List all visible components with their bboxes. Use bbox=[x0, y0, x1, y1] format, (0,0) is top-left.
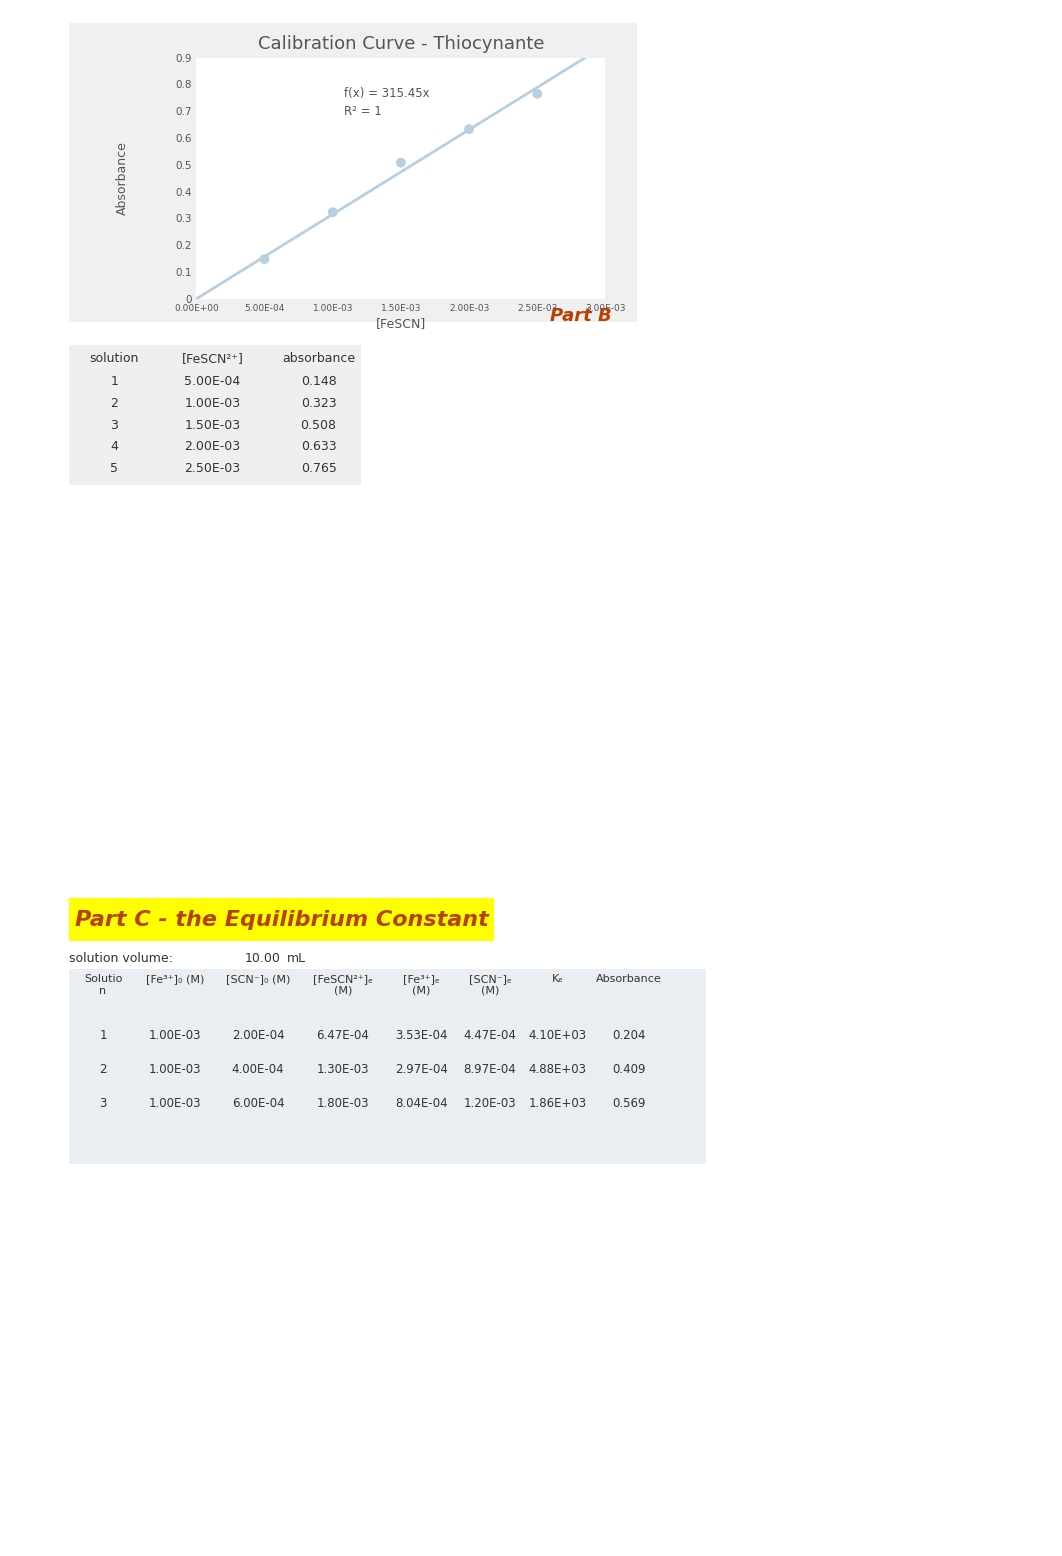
Text: 0.633: 0.633 bbox=[301, 440, 337, 453]
Text: 1.00E-03: 1.00E-03 bbox=[185, 397, 240, 409]
Point bbox=[324, 199, 341, 224]
Text: 2.50E-03: 2.50E-03 bbox=[185, 462, 240, 475]
Text: 1.00E-03: 1.00E-03 bbox=[149, 1063, 202, 1075]
Point bbox=[256, 247, 273, 272]
Text: 6.47E-04: 6.47E-04 bbox=[316, 1029, 370, 1041]
Text: 3: 3 bbox=[100, 1097, 106, 1109]
Text: 4: 4 bbox=[110, 440, 118, 453]
Text: 5.00E-04: 5.00E-04 bbox=[185, 375, 240, 387]
Text: 1.50E-03: 1.50E-03 bbox=[185, 419, 240, 431]
Point bbox=[392, 151, 409, 176]
Text: 8.97E-04: 8.97E-04 bbox=[464, 1063, 516, 1075]
Text: 5: 5 bbox=[110, 462, 118, 475]
Text: Kₑ: Kₑ bbox=[551, 974, 564, 983]
Text: absorbance: absorbance bbox=[282, 352, 355, 364]
Text: 1.20E-03: 1.20E-03 bbox=[464, 1097, 516, 1109]
Point bbox=[529, 81, 546, 106]
Text: 8.04E-04: 8.04E-04 bbox=[395, 1097, 447, 1109]
Text: f(x) = 315.45x
R² = 1: f(x) = 315.45x R² = 1 bbox=[344, 87, 429, 118]
Text: 6.00E-04: 6.00E-04 bbox=[232, 1097, 285, 1109]
Text: 0.204: 0.204 bbox=[612, 1029, 646, 1041]
Text: [SCN⁻]₀ (M): [SCN⁻]₀ (M) bbox=[226, 974, 290, 983]
Text: 4.00E-04: 4.00E-04 bbox=[232, 1063, 285, 1075]
Text: 3.53E-04: 3.53E-04 bbox=[395, 1029, 447, 1041]
Text: Solutio
n: Solutio n bbox=[84, 974, 122, 996]
Text: 0.148: 0.148 bbox=[301, 375, 337, 387]
Text: 2.00E-03: 2.00E-03 bbox=[185, 440, 240, 453]
Text: Absorbance: Absorbance bbox=[596, 974, 662, 983]
Text: 0.765: 0.765 bbox=[301, 462, 337, 475]
Text: 0.409: 0.409 bbox=[612, 1063, 646, 1075]
Text: 0.569: 0.569 bbox=[612, 1097, 646, 1109]
Text: 3: 3 bbox=[110, 419, 118, 431]
Text: [SCN⁻]ₑ
(M): [SCN⁻]ₑ (M) bbox=[468, 974, 512, 996]
Text: 4.47E-04: 4.47E-04 bbox=[464, 1029, 516, 1041]
Text: Absorbance: Absorbance bbox=[116, 142, 129, 215]
X-axis label: [FeSCN]: [FeSCN] bbox=[376, 317, 426, 330]
Text: 2: 2 bbox=[99, 1063, 107, 1075]
Text: 0.323: 0.323 bbox=[301, 397, 337, 409]
Text: 2.97E-04: 2.97E-04 bbox=[395, 1063, 447, 1075]
Text: solution volume:: solution volume: bbox=[69, 952, 173, 965]
Point bbox=[461, 117, 478, 142]
Text: [FeSCN²⁺]ₑ
(M): [FeSCN²⁺]ₑ (M) bbox=[313, 974, 373, 996]
Text: 1.86E+03: 1.86E+03 bbox=[529, 1097, 586, 1109]
Text: [FeSCN²⁺]: [FeSCN²⁺] bbox=[182, 352, 243, 364]
Text: 1.00E-03: 1.00E-03 bbox=[149, 1029, 202, 1041]
Text: 1.30E-03: 1.30E-03 bbox=[316, 1063, 370, 1075]
Text: Part C - the Equilibrium Constant: Part C - the Equilibrium Constant bbox=[74, 910, 489, 929]
Text: Part B: Part B bbox=[550, 307, 612, 325]
Text: 4.10E+03: 4.10E+03 bbox=[529, 1029, 586, 1041]
Text: 1: 1 bbox=[99, 1029, 107, 1041]
Text: 1.80E-03: 1.80E-03 bbox=[316, 1097, 370, 1109]
Title: Calibration Curve - Thiocynante: Calibration Curve - Thiocynante bbox=[258, 36, 544, 53]
Text: [Fe³⁺]ₑ
(M): [Fe³⁺]ₑ (M) bbox=[402, 974, 440, 996]
Text: 1.00E-03: 1.00E-03 bbox=[149, 1097, 202, 1109]
Text: 2.00E-04: 2.00E-04 bbox=[232, 1029, 285, 1041]
Text: 10.00: 10.00 bbox=[244, 952, 280, 965]
Text: 2: 2 bbox=[110, 397, 118, 409]
Text: [Fe³⁺]₀ (M): [Fe³⁺]₀ (M) bbox=[147, 974, 204, 983]
Text: 1: 1 bbox=[110, 375, 118, 387]
Text: 4.88E+03: 4.88E+03 bbox=[529, 1063, 586, 1075]
Text: solution: solution bbox=[89, 352, 139, 364]
Text: 0.508: 0.508 bbox=[301, 419, 337, 431]
Text: mL: mL bbox=[287, 952, 306, 965]
